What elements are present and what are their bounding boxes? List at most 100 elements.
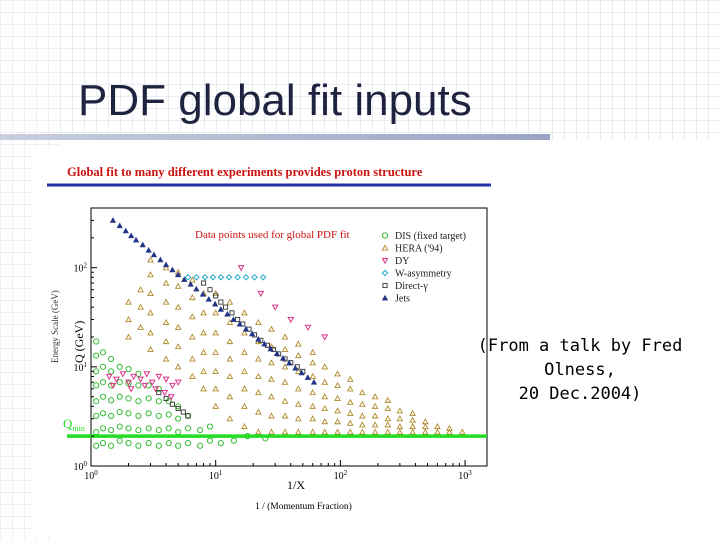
series-1 [125, 256, 466, 435]
data-point [148, 379, 156, 386]
data-point [321, 393, 329, 400]
data-point [396, 423, 404, 430]
data-point [108, 382, 115, 389]
data-point [193, 273, 200, 281]
x-axis-sublabel: 1 / (Momentum Fraction) [255, 501, 352, 512]
data-point [309, 359, 317, 366]
data-point [93, 442, 100, 449]
data-point [125, 365, 132, 373]
q-min-label: Qmin [63, 416, 85, 433]
data-point [145, 247, 152, 253]
data-point [225, 273, 233, 281]
caption-line-2: 20 Dec.2004) [518, 384, 642, 404]
data-point [147, 345, 154, 352]
data-point [241, 367, 248, 374]
data-point [184, 425, 192, 432]
data-point [135, 382, 142, 389]
data-point [286, 359, 293, 366]
data-point [128, 232, 135, 239]
data-point [241, 423, 248, 430]
data-point [255, 318, 262, 326]
title-rule [0, 134, 550, 140]
data-point [268, 428, 275, 435]
data-point [147, 271, 154, 278]
data-point [255, 372, 262, 379]
data-point [396, 407, 404, 414]
data-point [145, 425, 152, 432]
data-point [130, 373, 138, 381]
data-point [108, 355, 115, 363]
data-point [180, 409, 186, 415]
data-point [174, 343, 182, 350]
data-point [294, 415, 302, 422]
data-point [162, 264, 170, 271]
data-point [346, 398, 354, 405]
data-point [396, 428, 404, 435]
data-point [147, 329, 154, 336]
chart-figure: Global fit to many different experiments… [33, 148, 535, 536]
data-point [93, 398, 100, 405]
data-point [334, 394, 341, 401]
data-point [188, 276, 196, 283]
data-point [268, 375, 275, 382]
data-point [212, 300, 219, 307]
data-point [268, 359, 275, 366]
data-point [334, 418, 341, 425]
data-point [108, 412, 115, 420]
y-tick-label: 102 [74, 262, 88, 275]
data-point [434, 428, 441, 435]
data-point [108, 397, 115, 404]
data-point [230, 437, 238, 444]
data-point [147, 256, 154, 263]
data-point [125, 380, 132, 387]
data-point [168, 382, 176, 390]
data-point [174, 363, 182, 370]
data-point [384, 428, 392, 435]
data-point [181, 276, 188, 282]
data-point [125, 333, 132, 340]
data-point [143, 371, 151, 378]
series-5 [109, 217, 318, 385]
data-point [371, 393, 379, 400]
data-point [358, 412, 366, 419]
data-point [241, 348, 248, 355]
data-point [147, 289, 154, 296]
data-point [162, 298, 170, 305]
data-point [212, 289, 220, 296]
data-point [125, 316, 132, 323]
data-point [169, 401, 175, 407]
data-point [241, 385, 248, 392]
data-point [200, 385, 207, 392]
data-point [99, 363, 107, 370]
data-point [116, 393, 123, 400]
data-point [116, 423, 123, 430]
data-point [226, 372, 234, 379]
data-point [188, 355, 196, 362]
data-point [155, 442, 162, 449]
data-point [99, 440, 107, 447]
data-point [174, 323, 182, 330]
data-point [150, 251, 158, 258]
data-point [93, 428, 100, 436]
legend-marker [381, 257, 389, 265]
legend-marker [381, 294, 389, 301]
data-point [125, 425, 132, 432]
data-point [93, 382, 100, 389]
data-point [145, 410, 152, 417]
data-point [358, 421, 366, 428]
data-point [230, 316, 237, 322]
data-point [309, 348, 317, 355]
data-point [226, 298, 234, 305]
data-point [187, 281, 194, 287]
data-point [116, 222, 123, 229]
data-point [217, 306, 224, 312]
chart-axes: 100 101 102 103 100 101 102 [74, 219, 472, 482]
data-point [125, 379, 132, 386]
data-point [321, 404, 329, 412]
data-point [321, 418, 329, 425]
data-point [188, 372, 196, 379]
data-point [237, 265, 245, 272]
data-point [200, 329, 207, 336]
data-point [217, 440, 224, 447]
data-point [193, 285, 200, 292]
